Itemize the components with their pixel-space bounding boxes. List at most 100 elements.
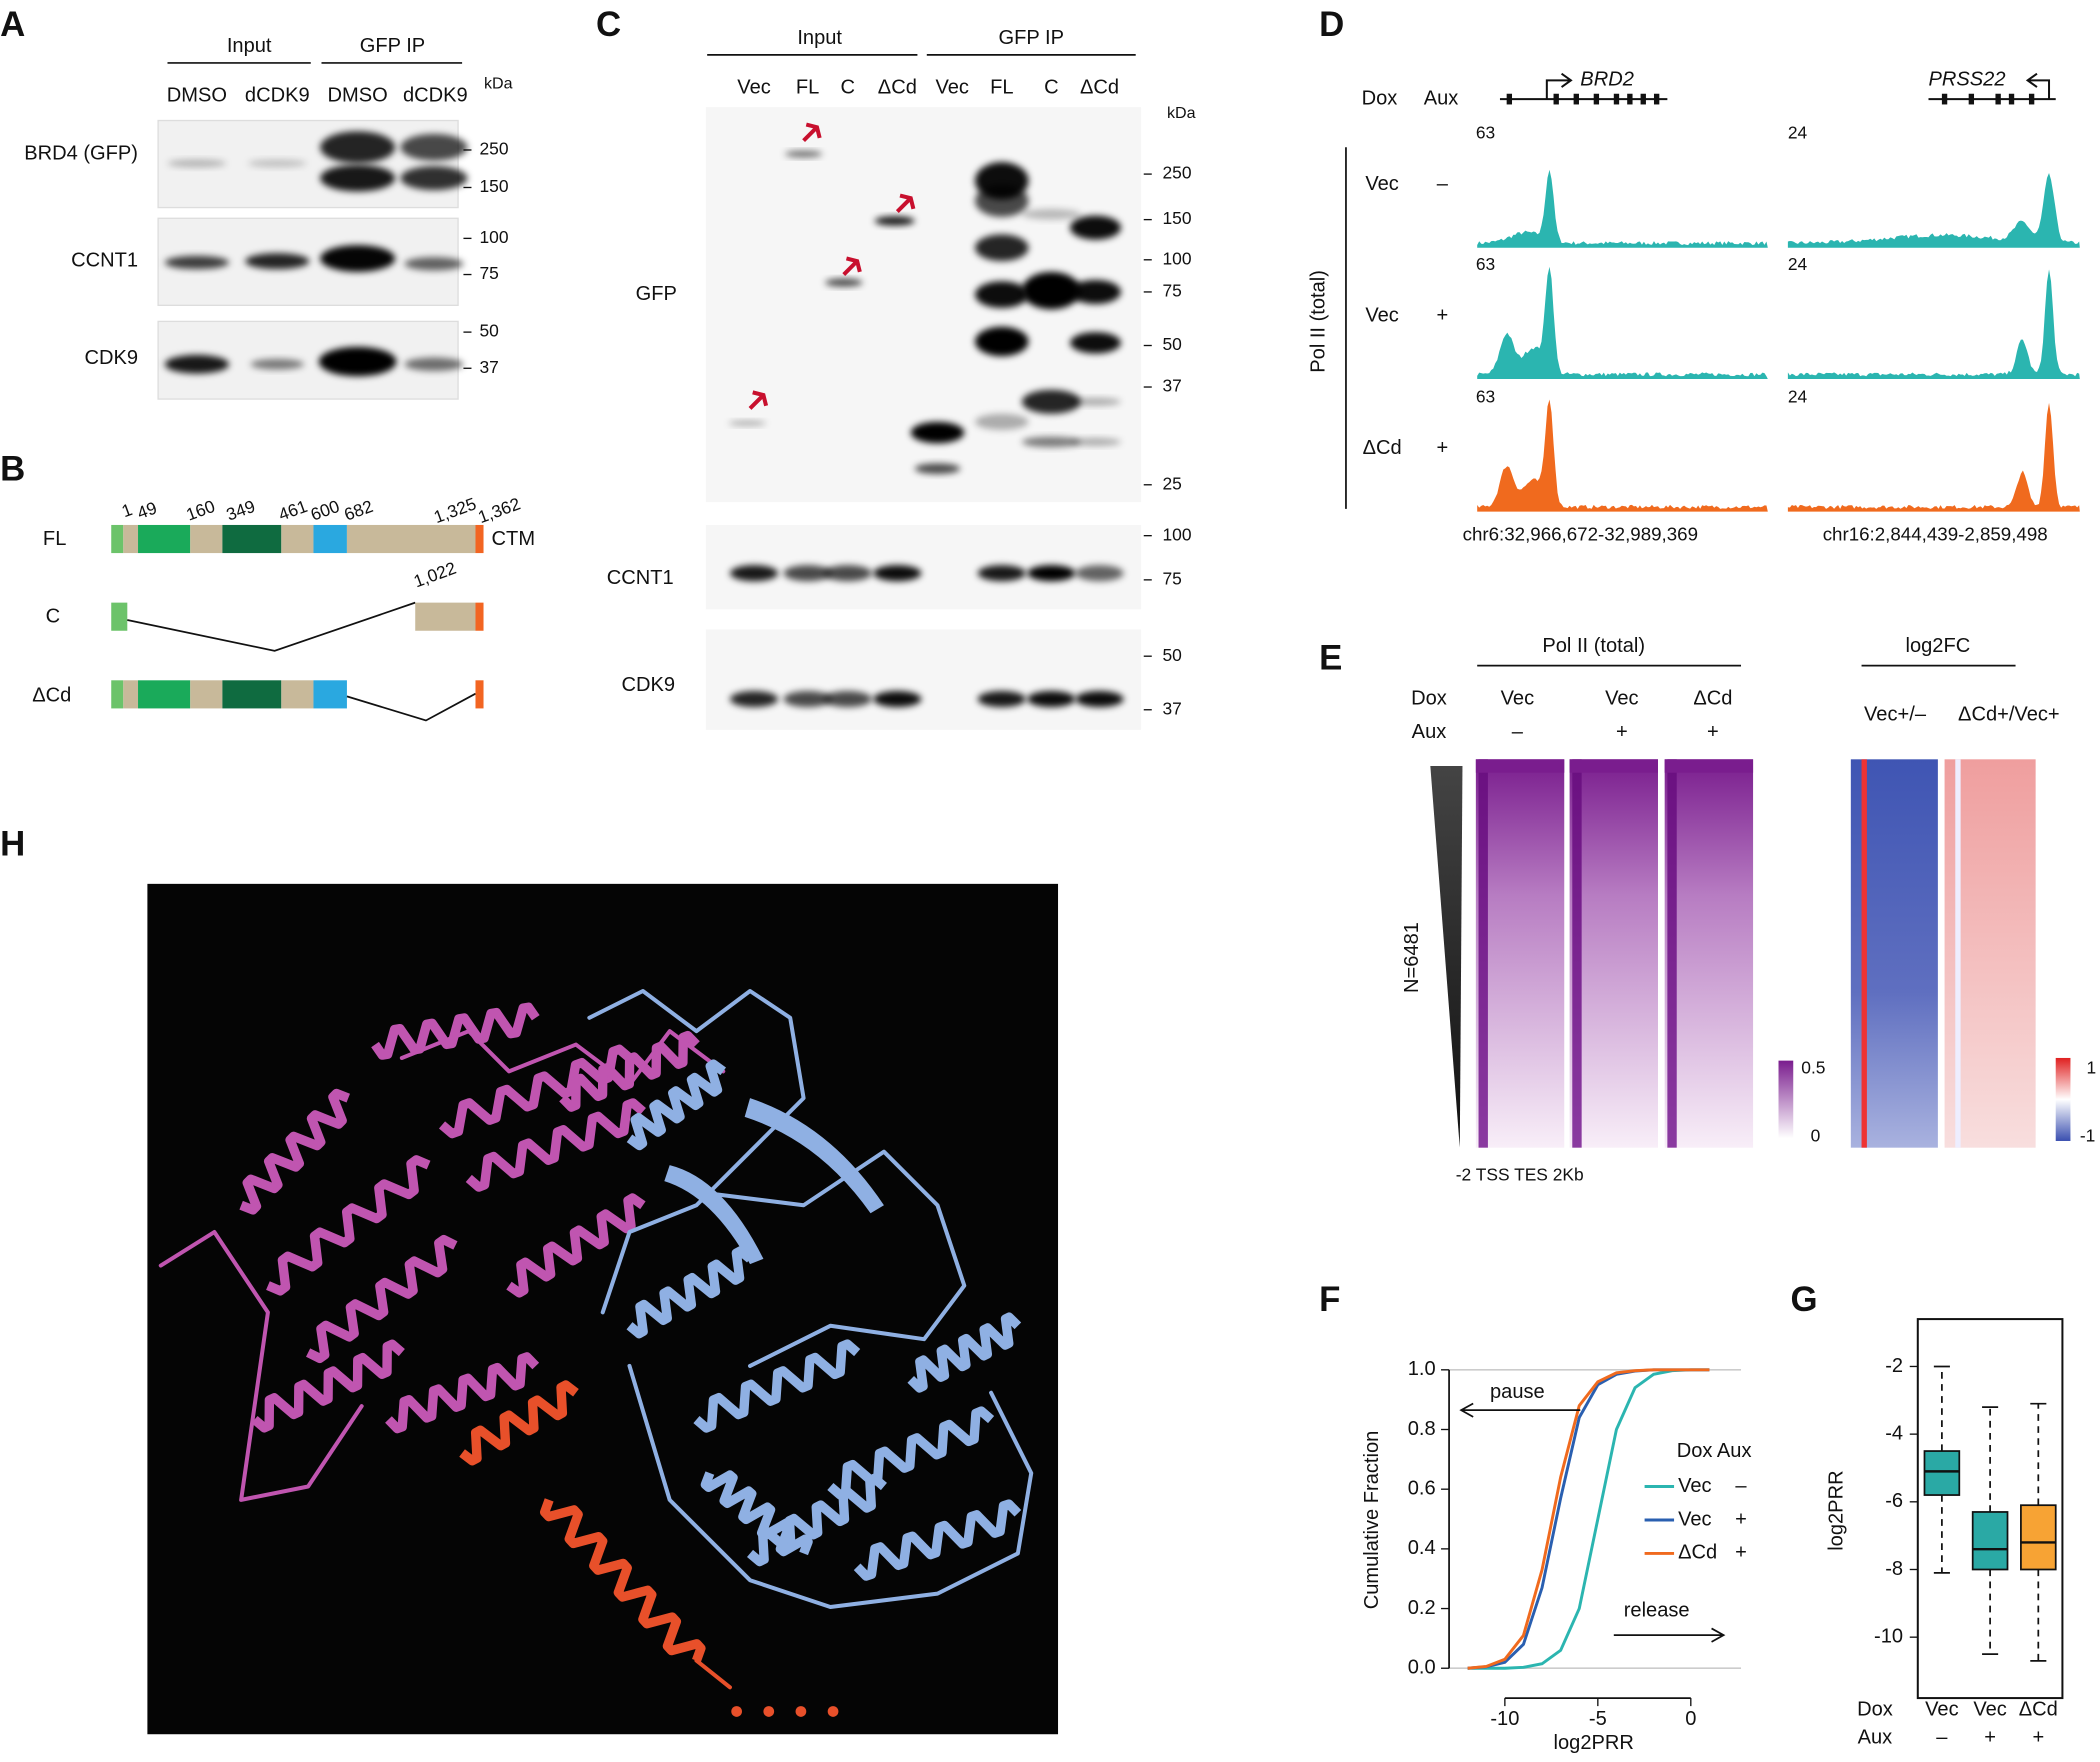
x-tick-label: – — [1936, 1727, 1948, 1749]
annotation-arrow — [1613, 1627, 1726, 1643]
blot-band — [400, 133, 468, 161]
blot-band — [823, 565, 872, 582]
position-label: 1,362 — [475, 493, 523, 527]
panel-label: A — [0, 5, 25, 44]
marker-label: 37 — [480, 357, 499, 377]
marker-label: 50 — [1162, 334, 1181, 354]
box — [1923, 1450, 1961, 1496]
scale-label: 24 — [1788, 123, 1808, 143]
domain — [190, 680, 223, 709]
row-label: CCNT1 — [71, 249, 138, 271]
marker-label: 25 — [1162, 473, 1181, 493]
domain — [222, 524, 282, 554]
x-tick-label: Vec — [1973, 1698, 2007, 1720]
position-label: 160 — [183, 496, 217, 525]
construct-label: FL — [43, 528, 66, 550]
heatmap — [1664, 759, 1754, 1148]
structure-helix — [251, 1339, 405, 1433]
exon — [2008, 93, 2015, 105]
blot-band — [825, 278, 863, 287]
y-tick-label: -2 — [1885, 1355, 1903, 1377]
arrow — [802, 122, 822, 143]
blot-band — [1070, 437, 1121, 446]
construct-label: C — [46, 606, 60, 628]
lane-label: dCDK9 — [403, 85, 468, 107]
x-axis-label: log2PRR — [1554, 1732, 1634, 1754]
panel-label: F — [1319, 1280, 1340, 1319]
row-label: Aux — [1858, 1727, 1893, 1749]
y-axis-label: Cumulative Fraction — [1361, 1431, 1383, 1610]
blot-band — [400, 166, 468, 191]
domain — [475, 524, 484, 554]
row-header: Dox — [1411, 687, 1447, 709]
x-tick-label: -5 — [1589, 1708, 1607, 1730]
blot-band — [250, 358, 305, 370]
column-label: + — [1616, 721, 1628, 743]
exon — [2028, 93, 2035, 105]
ctm-label: CTM — [492, 528, 536, 550]
legend-label: ΔCd — [1678, 1542, 1717, 1564]
marker-label: 50 — [480, 321, 499, 341]
row-label: Vec — [1365, 304, 1399, 326]
legend-label: Vec — [1678, 1475, 1712, 1497]
plot-frame — [1916, 1318, 2064, 1700]
legend-label: Vec — [1678, 1508, 1712, 1530]
blot-band — [873, 565, 922, 582]
marker-label: 75 — [1162, 281, 1181, 301]
y-axis-label: log2PRR — [1826, 1470, 1848, 1550]
blot-band — [977, 565, 1026, 582]
blot-band — [320, 164, 396, 192]
marker-label: 100 — [1162, 248, 1191, 268]
row-label: GFP — [636, 283, 677, 305]
domain — [138, 524, 191, 554]
y-tick-label: 0.6 — [1408, 1477, 1436, 1499]
marker-label: 150 — [1162, 208, 1191, 228]
domain — [313, 524, 347, 554]
heatmap-top — [1475, 759, 1565, 773]
blot-band — [167, 159, 227, 168]
row-label: + — [1437, 437, 1449, 459]
y-tick-label: -8 — [1885, 1558, 1903, 1580]
scale-label: 63 — [1476, 254, 1495, 274]
x-tick-label: 0 — [1685, 1708, 1696, 1730]
marker-label: 50 — [1162, 645, 1181, 665]
domain — [111, 680, 124, 709]
cdf-line — [1467, 1368, 1710, 1670]
lane-label: FL — [796, 77, 819, 99]
blot-band — [1075, 565, 1124, 582]
gene-label: PRSS22 — [1929, 69, 2006, 91]
blot-band — [404, 357, 464, 371]
marker-label: 75 — [1162, 568, 1181, 588]
blot-band — [975, 184, 1029, 217]
y-tick-label: 0.2 — [1408, 1597, 1436, 1619]
marker-label: 37 — [1162, 376, 1181, 396]
panel-label: D — [1319, 5, 1344, 44]
structure-coil — [158, 1230, 364, 1502]
structure-coil — [587, 988, 806, 1315]
y-tick-label: 0.4 — [1408, 1537, 1436, 1559]
blot-band — [1021, 271, 1081, 310]
column-label: ΔCd+/Vec+ — [1958, 703, 2060, 725]
domain — [111, 524, 124, 554]
annotation: pause — [1490, 1381, 1545, 1403]
structure-coil — [627, 1363, 1034, 1610]
coverage-track — [1477, 266, 1768, 379]
blot — [705, 629, 1142, 730]
lane-label: dCDK9 — [245, 85, 310, 107]
n-label: N=6481 — [1401, 922, 1423, 993]
lane-label: ΔCd — [1080, 77, 1119, 99]
heatmap-stripe — [1572, 759, 1582, 1148]
structure-helix — [266, 1155, 431, 1296]
blot-band — [873, 691, 922, 708]
coordinates: chr16:2,844,439-2,859,498 — [1823, 524, 2048, 545]
y-tick-label: 0.0 — [1408, 1657, 1436, 1679]
x-tick-label: ΔCd — [2019, 1698, 2058, 1720]
exon — [1653, 93, 1660, 105]
structure-helix — [827, 1406, 995, 1500]
domain — [281, 680, 314, 709]
position-label: 1 — [119, 499, 135, 521]
arrow — [842, 256, 862, 276]
column-label: + — [1707, 721, 1719, 743]
